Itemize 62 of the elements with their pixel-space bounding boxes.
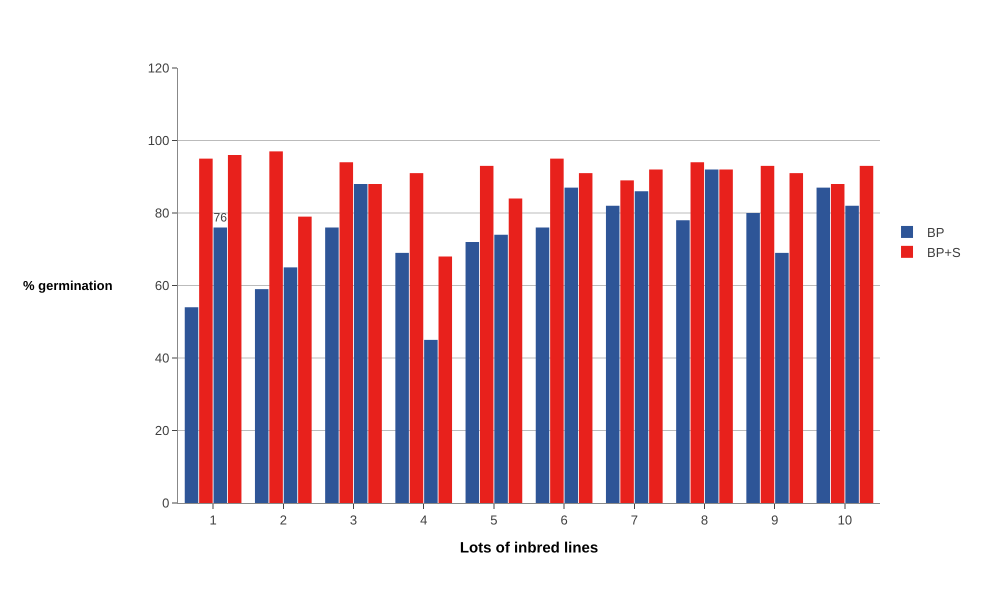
x-tick-label: 3	[350, 512, 358, 528]
bar	[214, 228, 228, 503]
bar	[760, 166, 774, 503]
bar	[845, 206, 859, 503]
legend-label: BP	[927, 225, 944, 240]
x-tick-label: 1	[209, 512, 217, 528]
bar	[480, 166, 494, 503]
bar	[860, 166, 874, 503]
bar	[284, 267, 298, 503]
bar	[368, 184, 382, 503]
bar	[634, 191, 648, 503]
bar	[676, 220, 690, 503]
bar	[438, 256, 452, 503]
y-tick-label: 100	[148, 133, 170, 148]
x-tick-label: 8	[700, 512, 708, 528]
bar	[269, 151, 283, 503]
bar	[606, 206, 620, 503]
bar	[564, 188, 578, 503]
bar	[746, 213, 760, 503]
y-tick-label: 40	[154, 350, 170, 366]
bar	[254, 289, 268, 503]
bar	[550, 158, 564, 503]
y-axis-title: % germination	[23, 278, 113, 293]
bar	[719, 170, 733, 503]
x-axis-title: Lots of inbred lines	[460, 540, 598, 557]
bar	[508, 198, 522, 503]
y-tick-label: 120	[148, 60, 170, 76]
y-tick-label: 20	[154, 423, 170, 438]
bar	[354, 184, 368, 503]
bar	[466, 242, 480, 503]
legend-label: BP+S	[927, 244, 961, 260]
bar	[704, 170, 718, 503]
bar	[536, 228, 550, 503]
bar	[199, 158, 213, 503]
bar	[424, 340, 438, 503]
x-tick-label: 10	[838, 512, 852, 528]
bar	[184, 307, 198, 503]
bar	[395, 252, 409, 503]
bar	[494, 234, 508, 503]
bar	[578, 173, 592, 503]
bar	[298, 216, 312, 503]
x-tick-label: 7	[630, 512, 638, 528]
y-tick-label: 80	[154, 206, 170, 221]
y-tick-label: 60	[154, 278, 170, 294]
bar	[775, 252, 789, 503]
bar	[790, 173, 804, 503]
bar	[649, 170, 663, 503]
bar	[228, 155, 242, 503]
x-tick-label: 4	[420, 512, 428, 528]
x-tick-label: 9	[771, 512, 778, 528]
bar	[830, 184, 844, 503]
x-tick-label: 2	[280, 512, 287, 528]
x-tick-label: 5	[490, 512, 498, 528]
bar	[620, 180, 634, 503]
x-tick-label: 6	[560, 512, 568, 528]
bar	[325, 228, 339, 503]
bar	[690, 162, 704, 503]
bar	[410, 173, 424, 503]
bar	[340, 162, 354, 503]
data-label: 76	[214, 210, 228, 225]
y-tick-label: 0	[162, 496, 170, 511]
bar	[816, 188, 830, 503]
